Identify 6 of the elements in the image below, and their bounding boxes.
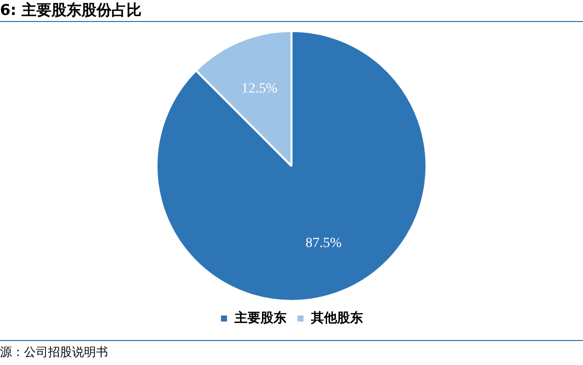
legend-label: 其他股东 <box>310 310 363 326</box>
legend-label: 主要股东 <box>234 310 286 326</box>
text: 源：公司招股说明书 <box>0 340 583 361</box>
data-label: 87.5% <box>305 236 342 251</box>
data-label: 12.5% <box>241 81 278 96</box>
chart-title: 6: 主要股东股份占比 <box>0 0 583 22</box>
